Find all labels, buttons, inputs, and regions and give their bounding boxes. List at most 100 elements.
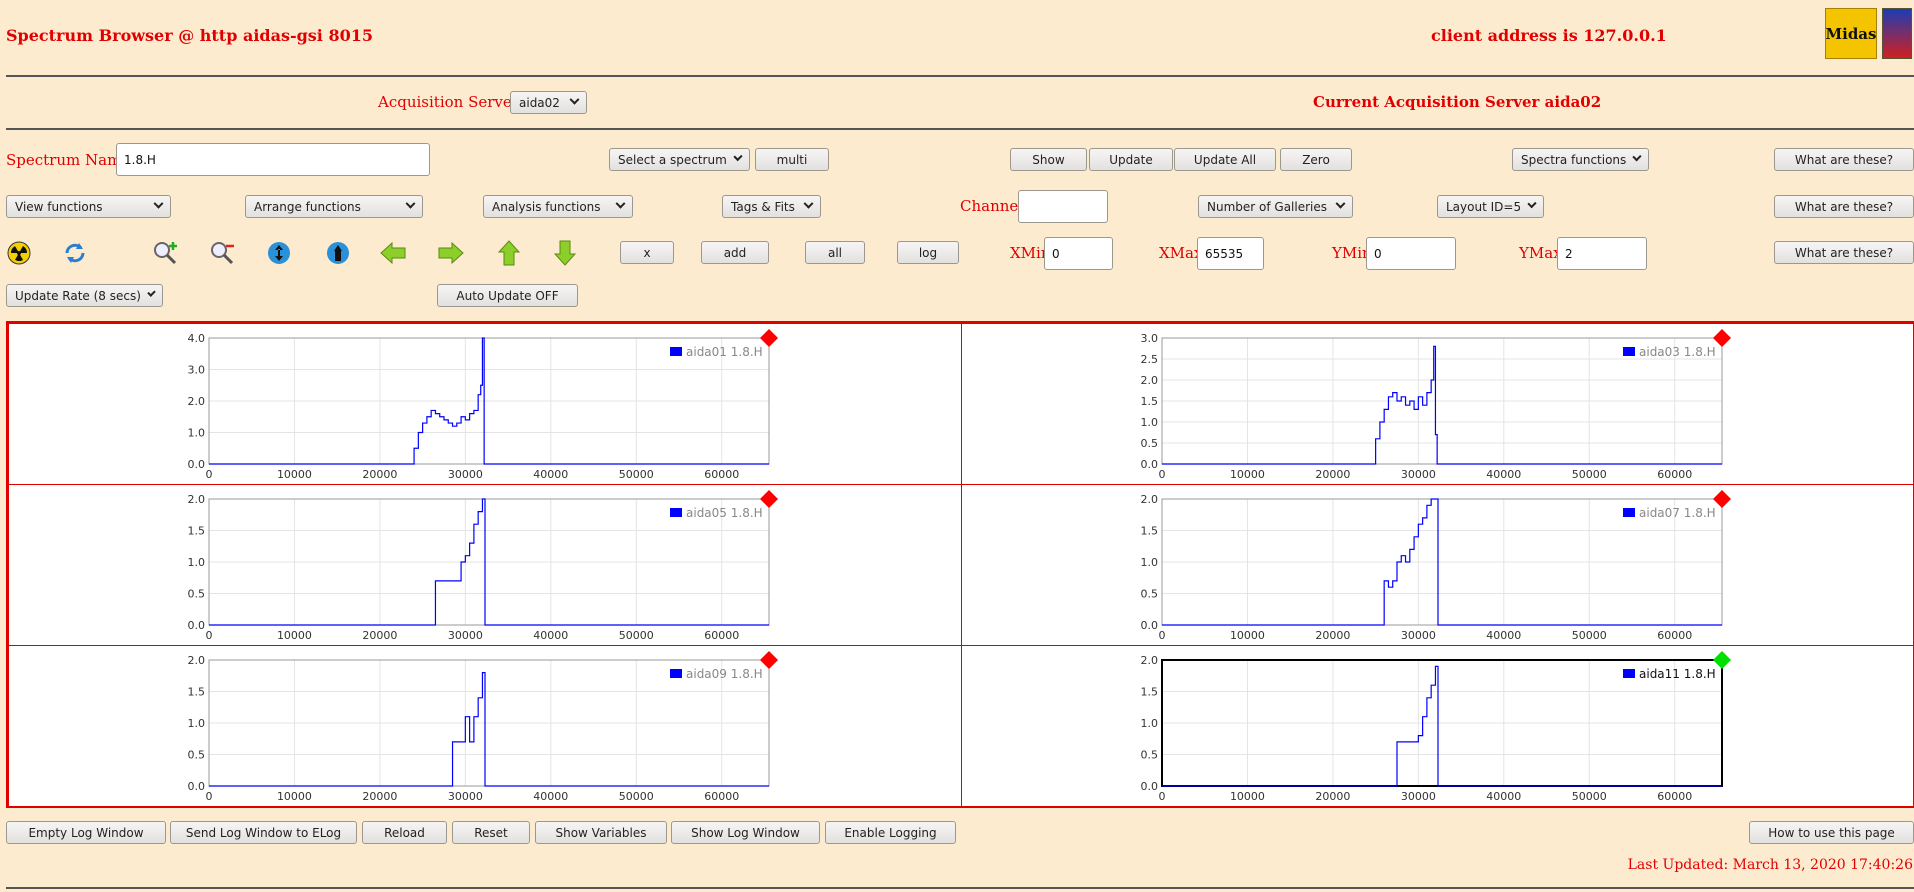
y-tick-label: 0.5 — [1141, 749, 1159, 762]
spectra-functions-dropdown[interactable]: Spectra functions — [1512, 148, 1649, 171]
x-tick-label: 50000 — [619, 468, 654, 481]
x-tick-label: 20000 — [1315, 790, 1350, 803]
update-all-button[interactable]: Update All — [1174, 148, 1276, 171]
what-are-these-button[interactable]: What are these? — [1774, 241, 1914, 264]
last-updated: Last Updated: March 13, 2020 17:40:26 — [1627, 857, 1913, 873]
page-title: Spectrum Browser @ http aidas-gsi 8015 — [6, 26, 373, 45]
arrow-right-icon[interactable] — [438, 240, 464, 266]
update-rate-dropdown[interactable]: Update Rate (8 secs) — [6, 284, 163, 307]
show-log-window-button[interactable]: Show Log Window — [671, 821, 820, 844]
tags-fits-dropdown[interactable]: Tags & Fits — [722, 195, 821, 218]
x-tick-label: 60000 — [704, 629, 739, 642]
send-log-to-elog-button[interactable]: Send Log Window to ELog — [170, 821, 357, 844]
update-button[interactable]: Update — [1089, 148, 1173, 171]
xmin-label: XMin — [1010, 244, 1051, 262]
xmax-label: XMax — [1159, 244, 1203, 262]
x-tick-label: 50000 — [1572, 629, 1607, 642]
acquisition-server-select[interactable]: aida02 — [510, 91, 587, 114]
arrow-up-icon[interactable] — [496, 240, 522, 266]
y-tick-label: 0.0 — [188, 458, 206, 471]
select-spectrum-dropdown[interactable]: Select a spectrum — [609, 148, 750, 171]
spectrum-plot-cell[interactable]: 0.0 0.5 1.0 1.5 2.0 0 10000 20000 30000 40000 5000… — [961, 484, 1914, 646]
chevron-down-icon — [147, 288, 156, 297]
spectrum-plot-cell[interactable]: 0.0 0.5 1.0 1.5 2.0 0 10000 20000 30000 40000 5000… — [961, 645, 1914, 807]
legend-label: aida05 1.8.H — [686, 506, 763, 520]
add-button[interactable]: add — [701, 241, 769, 264]
chevron-down-icon — [615, 198, 626, 209]
spectrum-chart: 0.0 0.5 1.0 1.5 2.0 0 10000 20000 30000 40000 5000… — [1141, 651, 1731, 803]
view-functions-dropdown[interactable]: View functions — [6, 195, 171, 218]
zoom-out-icon[interactable] — [209, 240, 235, 266]
spectrum-plot-cell[interactable]: 0.0 1.0 2.0 3.0 4.0 0 10000 20000 30000 40000 5000… — [8, 323, 962, 485]
y-tick-label: 0.5 — [1141, 588, 1159, 601]
ymax-input[interactable]: 2 — [1557, 237, 1647, 270]
x-tick-label: 40000 — [533, 790, 568, 803]
what-are-these-button[interactable]: What are these? — [1774, 148, 1914, 171]
empty-log-window-button[interactable]: Empty Log Window — [6, 821, 166, 844]
spectrum-plot-cell[interactable]: 0.0 0.5 1.0 1.5 2.0 0 10000 20000 30000 40000 5000… — [8, 484, 962, 646]
x-tick-label: 10000 — [277, 790, 312, 803]
y-tick-label: 2.0 — [188, 493, 206, 506]
y-tick-label: 1.0 — [1141, 556, 1159, 569]
zoom-in-icon[interactable] — [152, 240, 178, 266]
arrow-left-icon[interactable] — [380, 240, 406, 266]
y-tick-label: 0.5 — [188, 588, 206, 601]
arrange-functions-dropdown[interactable]: Arrange functions — [245, 195, 423, 218]
inactive-marker — [1713, 329, 1731, 347]
number-of-galleries-dropdown[interactable]: Number of Galleries — [1198, 195, 1353, 218]
refresh-icon[interactable] — [62, 240, 88, 266]
y-tick-label: 1.5 — [1141, 395, 1159, 408]
expand-horizontal-icon[interactable] — [325, 240, 351, 266]
x-tick-label: 60000 — [704, 468, 739, 481]
show-button[interactable]: Show — [1010, 148, 1087, 171]
y-tick-label: 1.0 — [1141, 416, 1159, 429]
y-tick-label: 1.5 — [1141, 686, 1159, 699]
spectrum-series-line — [209, 672, 769, 787]
what-are-these-button[interactable]: What are these? — [1774, 195, 1914, 218]
layout-id-dropdown[interactable]: Layout ID=5 — [1437, 195, 1544, 218]
spectrum-series-line — [209, 498, 769, 626]
how-to-use-button[interactable]: How to use this page — [1749, 821, 1914, 844]
y-tick-label: 0.0 — [1141, 780, 1159, 793]
auto-update-button[interactable]: Auto Update OFF — [437, 284, 578, 307]
arrow-down-icon[interactable] — [552, 240, 578, 266]
radiation-icon[interactable] — [6, 240, 32, 266]
xmin-input[interactable]: 0 — [1044, 237, 1113, 270]
x-tick-label: 0 — [206, 468, 213, 481]
midas-logo: Midas — [1825, 8, 1877, 59]
y-tick-label: 3.0 — [188, 364, 206, 377]
spectrum-name-input[interactable]: 1.8.H — [116, 143, 430, 176]
chevron-down-icon — [569, 94, 580, 105]
y-tick-label: 4.0 — [188, 332, 206, 345]
multi-button[interactable]: multi — [755, 148, 829, 171]
ymin-input[interactable]: 0 — [1366, 237, 1456, 270]
inactive-marker — [760, 651, 778, 669]
x-tick-label: 60000 — [1657, 629, 1692, 642]
analysis-functions-dropdown[interactable]: Analysis functions — [483, 195, 633, 218]
spectrum-chart: 0.0 1.0 2.0 3.0 4.0 0 10000 20000 30000 40000 5000… — [188, 329, 778, 481]
show-variables-button[interactable]: Show Variables — [535, 821, 667, 844]
spectrum-plot-cell[interactable]: 0.0 0.5 1.0 1.5 2.0 0 10000 20000 30000 40000 5000… — [8, 645, 962, 807]
x-tick-label: 0 — [1159, 468, 1166, 481]
reload-button[interactable]: Reload — [362, 821, 447, 844]
xmax-input[interactable]: 65535 — [1197, 237, 1264, 270]
log-button[interactable]: log — [897, 241, 959, 264]
y-tick-label: 3.0 — [1141, 332, 1159, 345]
x-tick-label: 60000 — [1657, 790, 1692, 803]
channel-input[interactable] — [1018, 190, 1108, 223]
x-tick-label: 0 — [206, 790, 213, 803]
divider — [6, 887, 1914, 889]
y-tick-label: 0.0 — [1141, 619, 1159, 632]
enable-logging-button[interactable]: Enable Logging — [825, 821, 956, 844]
expand-vertical-icon[interactable] — [266, 240, 292, 266]
x-button[interactable]: x — [620, 241, 674, 264]
spectrum-plot-cell[interactable]: 0.0 0.5 1.0 1.5 2.0 2.5 3.0 0 10000 20000 30000 400… — [961, 323, 1914, 485]
y-tick-label: 1.5 — [1141, 525, 1159, 538]
x-tick-label: 0 — [206, 629, 213, 642]
legend-swatch — [670, 347, 682, 356]
x-tick-label: 40000 — [533, 629, 568, 642]
zero-button[interactable]: Zero — [1280, 148, 1352, 171]
all-button[interactable]: all — [805, 241, 865, 264]
x-tick-label: 50000 — [1572, 790, 1607, 803]
reset-button[interactable]: Reset — [452, 821, 530, 844]
